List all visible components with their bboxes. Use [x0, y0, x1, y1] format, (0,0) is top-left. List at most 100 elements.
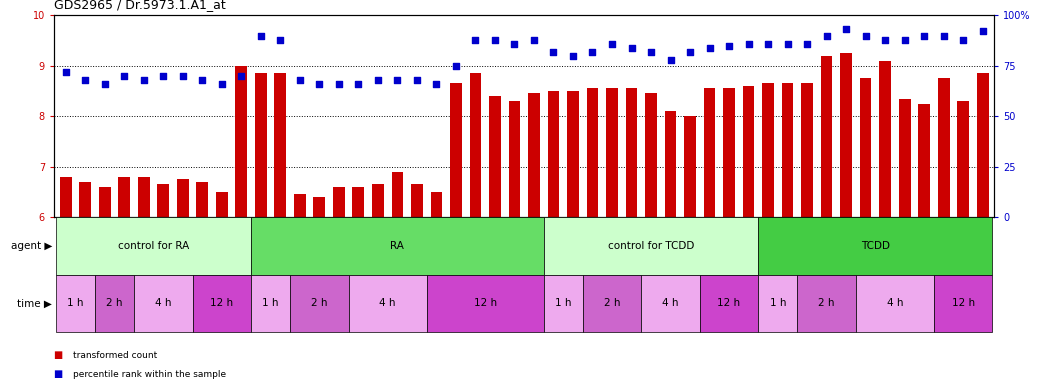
Point [428, 81, 444, 87]
Point [155, 73, 171, 79]
Bar [646, 93, 657, 217]
Point [760, 41, 776, 47]
Point [252, 33, 269, 39]
Bar [704, 88, 715, 217]
Point [818, 33, 835, 39]
Point [174, 73, 191, 79]
Bar [586, 88, 598, 217]
Text: 2 h: 2 h [604, 298, 621, 308]
Text: time ▶: time ▶ [17, 298, 52, 308]
Point [330, 81, 347, 87]
Text: 12 h: 12 h [211, 298, 234, 308]
Point [116, 73, 133, 79]
Bar [782, 83, 793, 217]
Bar [606, 88, 618, 217]
Point [877, 36, 894, 43]
Point [975, 28, 991, 35]
Bar [411, 184, 422, 217]
Point [487, 36, 503, 43]
Point [857, 33, 874, 39]
Bar [509, 101, 520, 217]
Point [194, 77, 211, 83]
Bar [431, 192, 442, 217]
Point [409, 77, 426, 83]
Bar [313, 197, 325, 217]
Point [740, 41, 757, 47]
Point [897, 36, 913, 43]
Bar [859, 78, 872, 217]
Bar [118, 177, 130, 217]
Bar [801, 83, 813, 217]
Text: GDS2965 / Dr.5973.1.A1_at: GDS2965 / Dr.5973.1.A1_at [54, 0, 225, 12]
Text: 2 h: 2 h [818, 298, 835, 308]
Point [467, 36, 484, 43]
Text: 1 h: 1 h [555, 298, 572, 308]
Bar [333, 187, 345, 217]
Bar [684, 116, 695, 217]
Text: 1 h: 1 h [769, 298, 786, 308]
Text: ■: ■ [54, 350, 66, 360]
Text: transformed count: transformed count [73, 351, 157, 360]
Bar [469, 73, 482, 217]
Bar [743, 86, 755, 217]
Point [350, 81, 366, 87]
Bar [236, 66, 247, 217]
Point [682, 49, 699, 55]
Point [916, 33, 932, 39]
Text: 12 h: 12 h [952, 298, 975, 308]
Point [214, 81, 230, 87]
Bar [821, 56, 832, 217]
Bar [450, 83, 462, 217]
Point [780, 41, 796, 47]
Bar [274, 73, 286, 217]
Text: 4 h: 4 h [662, 298, 679, 308]
Bar [294, 194, 305, 217]
Bar [937, 78, 950, 217]
Point [97, 81, 113, 87]
Bar [176, 179, 189, 217]
Bar [528, 93, 540, 217]
Bar [79, 182, 91, 217]
Point [311, 81, 328, 87]
Text: agent ▶: agent ▶ [10, 241, 52, 251]
Bar [957, 101, 969, 217]
Text: 4 h: 4 h [379, 298, 395, 308]
Bar [391, 172, 403, 217]
Point [507, 41, 523, 47]
Text: control for RA: control for RA [118, 241, 189, 251]
Bar [372, 184, 384, 217]
Text: 2 h: 2 h [311, 298, 328, 308]
Bar [489, 96, 500, 217]
Bar [567, 91, 579, 217]
Text: 4 h: 4 h [886, 298, 903, 308]
Text: ■: ■ [54, 369, 66, 379]
Point [623, 45, 639, 51]
Point [720, 43, 737, 49]
Bar [138, 177, 149, 217]
Point [584, 49, 601, 55]
Bar [216, 192, 227, 217]
Text: 12 h: 12 h [473, 298, 497, 308]
Point [57, 69, 74, 75]
Bar [723, 88, 735, 217]
Point [604, 41, 621, 47]
Bar [626, 88, 637, 217]
Bar [841, 53, 852, 217]
Text: 12 h: 12 h [717, 298, 741, 308]
Text: 1 h: 1 h [263, 298, 279, 308]
Bar [158, 184, 169, 217]
Bar [255, 73, 267, 217]
Point [272, 36, 289, 43]
Point [135, 77, 152, 83]
Point [545, 49, 562, 55]
Point [77, 77, 93, 83]
Bar [977, 73, 988, 217]
Bar [548, 91, 559, 217]
Bar [664, 111, 677, 217]
Point [702, 45, 718, 51]
Text: TCDD: TCDD [861, 241, 890, 251]
Point [370, 77, 386, 83]
Bar [60, 177, 72, 217]
Point [955, 36, 972, 43]
Point [525, 36, 542, 43]
